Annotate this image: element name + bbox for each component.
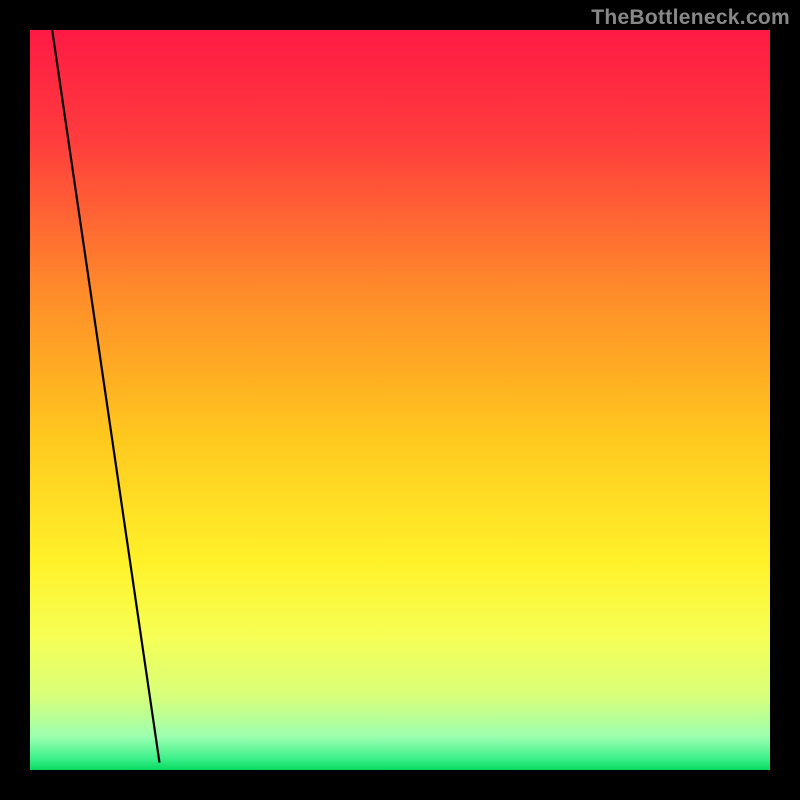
chart-container: TheBottleneck.com xyxy=(0,0,800,800)
watermark-text: TheBottleneck.com xyxy=(591,6,790,30)
gradient-background xyxy=(30,30,770,770)
bottleneck-chart xyxy=(30,30,770,770)
